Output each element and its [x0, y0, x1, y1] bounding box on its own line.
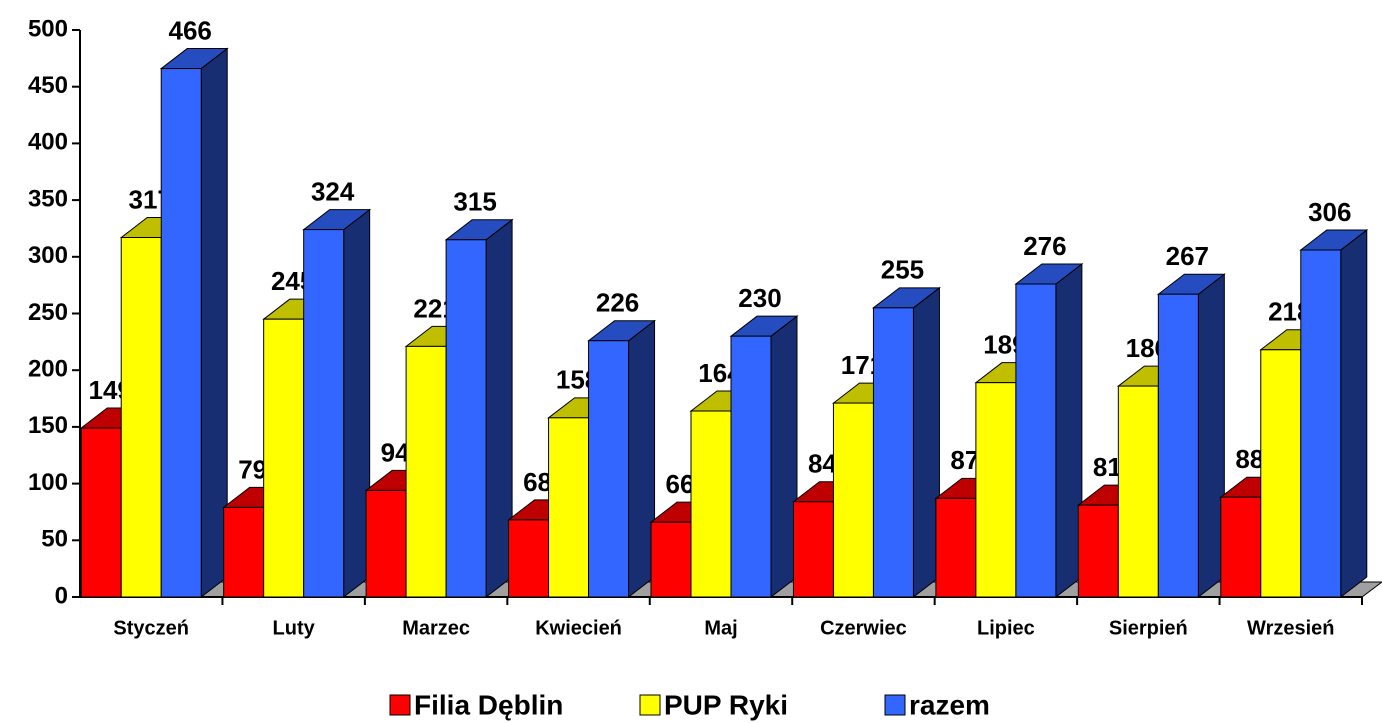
value-label: 66 — [666, 469, 695, 499]
bar — [1260, 349, 1302, 598]
bar — [690, 410, 732, 598]
bar — [872, 307, 914, 598]
y-tick-label: 300 — [28, 242, 68, 269]
value-label: 79 — [238, 454, 267, 484]
bar — [730, 335, 772, 598]
y-tick-label: 0 — [55, 582, 68, 609]
value-label: 68 — [523, 467, 552, 497]
value-label: 306 — [1308, 197, 1351, 227]
legend-label: Filia Dęblin — [414, 689, 563, 720]
bar — [80, 427, 122, 598]
legend-swatch — [884, 694, 906, 716]
x-tick-label: Luty — [273, 617, 316, 639]
bar — [445, 239, 487, 598]
y-tick-label: 200 — [28, 356, 68, 383]
x-tick-label: Wrzesień — [1247, 617, 1334, 639]
y-tick-label: 50 — [41, 526, 68, 553]
bar — [792, 501, 834, 598]
x-tick-label: Maj — [704, 617, 737, 639]
y-tick-label: 100 — [28, 469, 68, 496]
legend-swatch — [389, 694, 411, 716]
legend-label: PUP Ryki — [664, 689, 788, 720]
bar — [405, 345, 447, 598]
bar — [223, 506, 265, 598]
value-label: 324 — [311, 176, 355, 206]
y-tick-label: 400 — [28, 129, 68, 156]
y-tick-label: 450 — [28, 72, 68, 99]
x-tick-label: Styczeń — [113, 617, 189, 639]
bar — [1220, 496, 1262, 598]
bar-side — [1340, 228, 1368, 599]
bar — [650, 521, 692, 598]
bar — [832, 402, 874, 598]
bar — [160, 68, 202, 598]
bar — [1300, 249, 1342, 598]
x-tick-label: Kwiecień — [535, 617, 622, 639]
bar — [120, 237, 162, 598]
bar — [975, 382, 1017, 598]
legend-swatch — [639, 694, 661, 716]
bar — [263, 318, 305, 598]
value-label: 276 — [1023, 231, 1066, 261]
x-tick-label: Sierpień — [1109, 617, 1188, 639]
value-label: 88 — [1235, 444, 1264, 474]
y-tick-label: 250 — [28, 299, 68, 326]
x-tick-label: Marzec — [402, 617, 470, 639]
value-label: 466 — [169, 15, 212, 45]
bar — [588, 340, 630, 598]
value-label: 87 — [950, 445, 979, 475]
value-label: 94 — [381, 437, 410, 467]
bar — [303, 229, 345, 598]
bar — [365, 489, 407, 598]
value-label: 267 — [1166, 241, 1209, 271]
value-label: 315 — [453, 187, 496, 217]
bar — [1015, 283, 1057, 598]
x-tick-label: Lipiec — [977, 617, 1035, 639]
bar — [1117, 385, 1159, 598]
legend-label: razem — [909, 689, 990, 720]
y-tick-label: 150 — [28, 412, 68, 439]
bar — [1157, 293, 1199, 598]
y-tick-label: 350 — [28, 185, 68, 212]
value-label: 255 — [881, 255, 924, 285]
value-label: 84 — [808, 449, 837, 479]
bar — [935, 497, 977, 598]
bar — [1077, 504, 1119, 598]
value-label: 226 — [596, 288, 639, 318]
bar — [508, 519, 550, 598]
value-label: 81 — [1093, 452, 1122, 482]
value-label: 230 — [738, 283, 781, 313]
bar — [548, 417, 590, 598]
x-tick-label: Czerwiec — [820, 617, 907, 639]
y-tick-label: 500 — [28, 15, 68, 42]
